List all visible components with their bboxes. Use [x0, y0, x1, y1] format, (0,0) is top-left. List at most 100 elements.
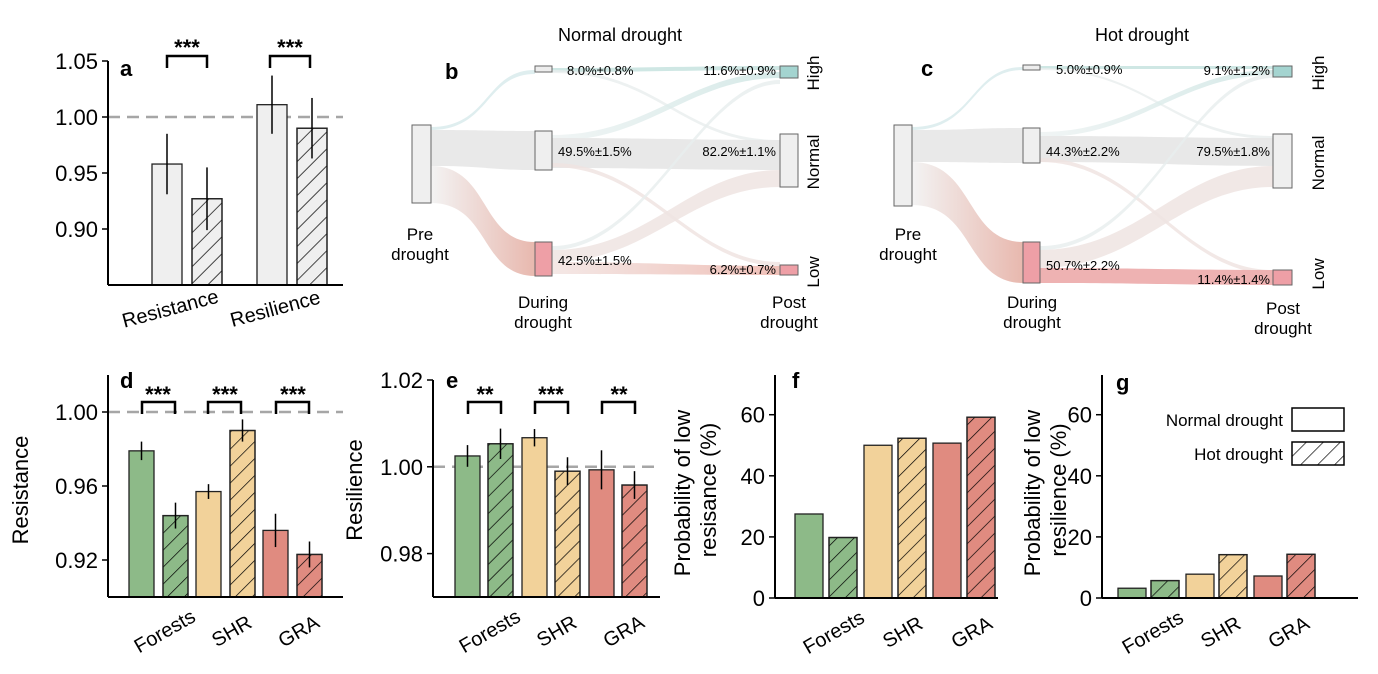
bar-forests-normal — [1117, 587, 1147, 599]
bar-shr-normal — [521, 437, 548, 598]
legend-label-hot: Hot drought — [1194, 445, 1283, 464]
node-during-high — [534, 65, 553, 73]
label-line: Post — [1266, 299, 1300, 318]
x-tick-label-shr: SHR — [1197, 613, 1245, 653]
y-tick-label: 20 — [1068, 525, 1092, 550]
node-post-low — [779, 264, 799, 276]
label-line: drought — [760, 313, 818, 332]
bar-gra-normal — [932, 442, 962, 599]
y-tick-label: 0.90 — [55, 217, 98, 242]
label-line: drought — [1003, 313, 1061, 332]
panel-c: Hot drought c 5.0%±0.9% 44.3%±2.2% 50.7%… — [879, 25, 1328, 338]
sig-label: *** — [277, 35, 303, 60]
panel-c-title: Hot drought — [1095, 25, 1189, 45]
panel-g-ylabel: Probability of low resilience (%) — [1020, 404, 1071, 576]
panel-d-plot: 0.92 0.96 1.00 Forests SHR GRA — [55, 375, 343, 658]
ribbon-normal-high — [1040, 70, 1273, 137]
node-pre — [893, 124, 913, 207]
y-tick-label: 0.92 — [55, 548, 98, 573]
panel-f-plot: 0 20 40 60 Forests SHR GRA — [741, 375, 998, 659]
node-post-normal — [779, 133, 799, 188]
panel-d-label: d — [120, 368, 133, 393]
panel-c-label: c — [921, 56, 933, 81]
x-tick-label-forests: Forests — [456, 606, 525, 658]
panel-e-plot: 0.98 1.00 1.02 Forests SHR GRA — [380, 368, 660, 658]
bar-hatch-overlay — [828, 536, 858, 599]
y-tick-label: 0.95 — [55, 161, 98, 186]
label-line: During — [1007, 293, 1057, 312]
panel-a-plot: 0.90 0.95 1.00 1.05 Resistance Resilience — [55, 49, 343, 333]
panel-a: a 0.90 0.95 1.00 1.05 Resistance Resilience *… — [55, 35, 343, 333]
bar-shr-normal — [863, 444, 893, 599]
legend-swatch-normal — [1291, 407, 1345, 432]
panel-e: e Resilience 0.98 1.00 1.02 Forests SHR GRA *… — [342, 368, 660, 658]
sig-label: *** — [174, 35, 200, 60]
pct-during-normal: 44.3%±2.2% — [1046, 144, 1120, 159]
y-tick-label: 40 — [741, 464, 765, 489]
state-low-label: Low — [804, 256, 823, 288]
x-tick-label-forests: Forests — [1119, 607, 1188, 659]
panel-f-label: f — [792, 368, 800, 393]
panel-f: f Probability of low resisance (%) 0 20 40… — [670, 368, 998, 659]
panel-e-sig-2: *** — [533, 382, 570, 414]
panel-d-sig-2: *** — [206, 382, 243, 414]
pct-during-low: 42.5%±1.5% — [558, 253, 632, 268]
x-tick-label-gra: GRA — [600, 611, 649, 652]
label-line: During — [518, 293, 568, 312]
ribbon-high-high — [552, 66, 780, 72]
bar-hatch-overlay — [487, 443, 514, 598]
pct-during-normal: 49.5%±1.5% — [558, 144, 632, 159]
ribbon-pre-normal — [431, 130, 535, 170]
ribbon-low-low — [552, 262, 780, 275]
panel-d: d Resistance 0.92 0.96 1.00 Forests SHR GRA *… — [8, 368, 343, 658]
legend-label-normal: Normal drought — [1166, 411, 1283, 430]
y-tick-label: 0 — [753, 586, 765, 611]
ribbon-high-high — [1040, 66, 1273, 69]
pct-post-high: 9.1%±1.2% — [1204, 63, 1271, 78]
ribbon-pre-low — [431, 166, 535, 276]
bar-hatch-overlay — [966, 416, 996, 599]
panel-e-sig-1: ** — [466, 382, 503, 414]
pct-post-high: 11.6%±0.9% — [703, 63, 776, 78]
pct-during-high: 8.0%±0.8% — [567, 63, 634, 78]
panel-e-ylabel: Resilience — [342, 439, 367, 541]
x-tick-label-resilience: Resilience — [228, 287, 323, 332]
bar-hatch-overlay — [621, 484, 648, 598]
ribbon-normal-normal — [552, 138, 780, 170]
bar-hatch-overlay — [1286, 553, 1316, 599]
node-during-normal — [1022, 127, 1041, 164]
state-low-label: Low — [1309, 258, 1328, 290]
pct-during-high: 5.0%±0.9% — [1056, 62, 1123, 77]
node-during-normal — [534, 130, 553, 171]
ribbon-pre-low — [912, 162, 1023, 283]
legend-swatch-hot — [1291, 441, 1345, 466]
bar-gra-normal — [1253, 575, 1283, 599]
node-post-high — [1272, 65, 1293, 78]
state-high-label: High — [804, 56, 823, 91]
panel-d-sig-3: *** — [274, 382, 311, 414]
node-post-high — [779, 65, 799, 79]
node-post-label: Post drought — [760, 293, 818, 332]
panel-f-ylabel: Probability of low resisance (%) — [670, 404, 721, 576]
bar-forests-normal — [454, 455, 481, 598]
sig-label: *** — [538, 382, 564, 407]
state-high-label: High — [1309, 56, 1328, 91]
y-tick-label: 0 — [1080, 586, 1092, 611]
panel-e-sig-3: ** — [600, 382, 637, 414]
panel-d-sig-1: *** — [140, 382, 177, 414]
y-tick-label: 60 — [741, 403, 765, 428]
pct-post-low: 6.2%±0.7% — [710, 262, 777, 277]
ribbon-low-normal — [1040, 166, 1273, 268]
node-post-low — [1272, 269, 1293, 286]
ylabel-line-2: resilience (%) — [1046, 423, 1071, 556]
y-tick-label: 1.00 — [380, 455, 423, 480]
x-tick-label-resistance: Resistance — [120, 286, 221, 333]
x-tick-label-shr: SHR — [208, 612, 256, 652]
ribbon-low-low — [1040, 268, 1273, 285]
panel-g: g Probability of low resilience (%) 0 20 4… — [1020, 370, 1358, 659]
ylabel-line-1: Probability of low — [1020, 410, 1045, 576]
sig-label: *** — [280, 382, 306, 407]
bar-forests-normal — [128, 450, 155, 598]
ribbon-pre-normal — [912, 128, 1023, 163]
ylabel-line-2: resisance (%) — [696, 423, 721, 557]
